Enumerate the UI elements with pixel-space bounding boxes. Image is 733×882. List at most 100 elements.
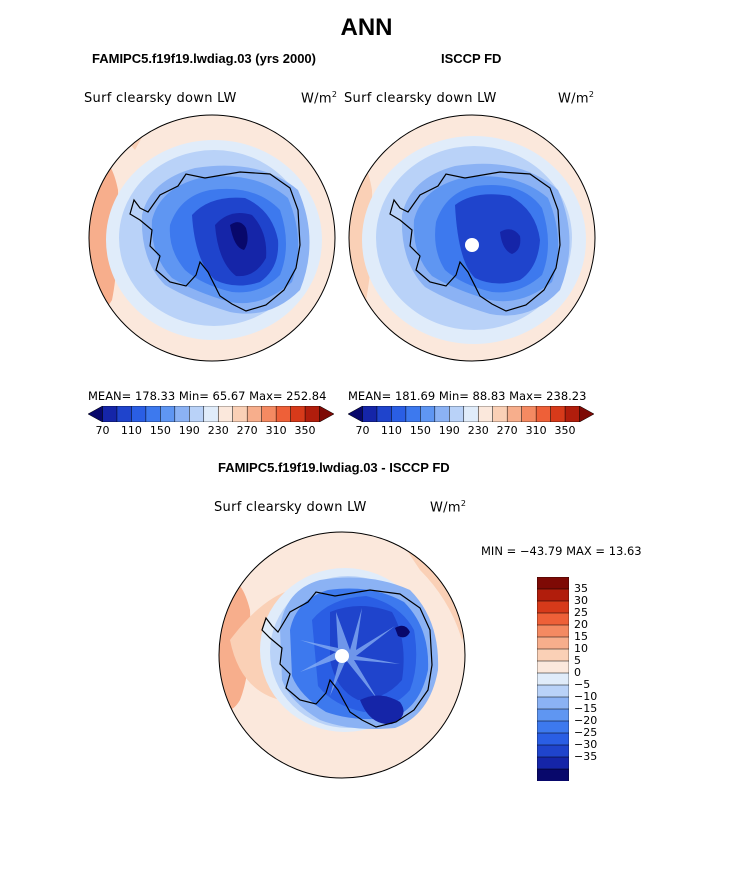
map1-coastline <box>129 171 301 312</box>
map2-coastline <box>389 171 561 312</box>
colorbar-swatch <box>537 648 569 662</box>
colorbar-tick-label: 190 <box>438 424 460 437</box>
page-title: ANN <box>340 14 393 41</box>
colorbar-tick-label: 0 <box>574 666 581 679</box>
colorbar-swatch <box>116 406 132 422</box>
colorbar-swatch <box>506 406 523 422</box>
panel2-units-label: W/m2 <box>558 90 595 107</box>
colorbar-swatch <box>492 406 508 422</box>
panel1-colorbar-labels: 70 110 150 190 230 270 310 350 <box>88 424 334 440</box>
colorbar-swatch <box>362 406 378 422</box>
colorbar-swatch <box>376 406 392 422</box>
colorbar-swatch <box>537 660 569 674</box>
colorbar-tick-label: 5 <box>574 654 581 667</box>
colorbar-tick-label: 110 <box>120 424 142 437</box>
colorbar-tick-label: 110 <box>380 424 402 437</box>
colorbar-tick-label: 190 <box>178 424 200 437</box>
colorbar-swatch <box>537 708 569 722</box>
colorbar-tick-label: −35 <box>574 750 598 763</box>
colorbar-tick-label: 30 <box>574 594 588 607</box>
colorbar-swatch <box>174 406 190 422</box>
colorbar-swatch <box>420 406 436 422</box>
colorbar-tick-label: 35 <box>574 582 588 595</box>
diff-stats: MIN = −43.79 MAX = 13.63 <box>481 544 642 558</box>
panel1-stats: MEAN= 178.33 Min= 65.67 Max= 252.84 <box>88 389 327 403</box>
diff-units-label: W/m2 <box>430 499 467 516</box>
colorbar-swatch <box>203 406 219 422</box>
colorbar-swatch <box>102 406 118 422</box>
colorbar-tick-label: 20 <box>574 618 588 631</box>
colorbar-swatch <box>537 684 569 698</box>
colorbar-tick-label: 310 <box>265 424 287 437</box>
colorbar-tick-label: 10 <box>574 642 588 655</box>
colorbar-swatch <box>391 406 407 422</box>
panel2-case-title: ISCCP FD <box>441 51 502 66</box>
colorbar-tick-label: 310 <box>525 424 547 437</box>
colorbar-swatch <box>290 406 306 422</box>
colorbar-swatch <box>145 406 161 422</box>
panel2-colorbar <box>348 406 594 422</box>
panel2-stats: MEAN= 181.69 Min= 88.83 Max= 238.23 <box>348 389 587 403</box>
colorbar-swatch <box>537 624 569 638</box>
colorbar-swatch <box>160 406 176 422</box>
colorbar-tick-label: 25 <box>574 606 588 619</box>
colorbar-swatch <box>261 406 277 422</box>
colorbar-swatch <box>275 406 292 422</box>
panel1-case-title: FAMIPC5.f19f19.lwdiag.03 (yrs 2000) <box>92 51 316 66</box>
colorbar-tick-label: 270 <box>496 424 518 437</box>
colorbar-tick-label: 350 <box>294 424 316 437</box>
map2-field <box>349 115 595 361</box>
colorbar-tick-label: 350 <box>554 424 576 437</box>
colorbar-swatch <box>463 406 479 422</box>
panel1-colorbar <box>88 406 334 422</box>
colorbar-tick-label: −30 <box>574 738 598 751</box>
map1-field <box>89 115 335 361</box>
colorbar-swatch <box>449 406 465 422</box>
colorbar-swatch <box>564 406 581 422</box>
colorbar-swatch <box>88 406 103 422</box>
diff-colorbar <box>537 577 569 781</box>
colorbar-swatch <box>537 600 569 614</box>
colorbar-swatch <box>217 406 234 422</box>
colorbar-swatch <box>405 406 421 422</box>
panel1-units-label: W/m2 <box>301 90 338 107</box>
colorbar-swatch <box>537 612 569 626</box>
colorbar-swatch <box>550 406 566 422</box>
panel1-variable-label: Surf clearsky down LW <box>84 91 237 106</box>
colorbar-swatch <box>537 720 569 734</box>
colorbar-tick-label: 70 <box>95 424 110 437</box>
colorbar-swatch <box>131 406 147 422</box>
colorbar-swatch <box>537 756 569 770</box>
colorbar-swatch <box>537 732 569 746</box>
colorbar-tick-label: −25 <box>574 726 598 739</box>
colorbar-tick-label: 15 <box>574 630 588 643</box>
colorbar-swatch <box>304 406 321 422</box>
colorbar-swatch <box>535 406 552 422</box>
panel2-variable-label: Surf clearsky down LW <box>344 91 497 106</box>
colorbar-swatch <box>521 406 537 422</box>
colorbar-tick-label: −15 <box>574 702 598 715</box>
colorbar-tick-label: 70 <box>355 424 370 437</box>
colorbar-swatch <box>537 744 569 758</box>
diff-case-title: FAMIPC5.f19f19.lwdiag.03 - ISCCP FD <box>218 460 450 475</box>
colorbar-tick-label: −10 <box>574 690 598 703</box>
map3-coastline <box>261 589 433 728</box>
diff-colorbar-labels: 35 30 25 20 15 10 5 0 −5 −10 −15 −20 −25 −30 −35 <box>574 577 634 781</box>
panel2-colorbar-labels: 70 110 150 190 230 270 310 350 <box>348 424 594 440</box>
colorbar-tick-label: −20 <box>574 714 598 727</box>
colorbar-tick-label: 270 <box>236 424 258 437</box>
colorbar-swatch <box>579 406 594 422</box>
colorbar-tick-label: 150 <box>409 424 431 437</box>
colorbar-tick-label: 230 <box>207 424 229 437</box>
colorbar-swatch <box>537 768 569 781</box>
colorbar-swatch <box>537 696 569 710</box>
colorbar-swatch <box>537 588 569 602</box>
colorbar-swatch <box>477 406 494 422</box>
colorbar-swatch <box>537 636 569 650</box>
colorbar-swatch <box>348 406 363 422</box>
colorbar-swatch <box>232 406 248 422</box>
colorbar-swatch <box>537 577 569 590</box>
diff-variable-label: Surf clearsky down LW <box>214 500 367 515</box>
colorbar-tick-label: 150 <box>149 424 171 437</box>
